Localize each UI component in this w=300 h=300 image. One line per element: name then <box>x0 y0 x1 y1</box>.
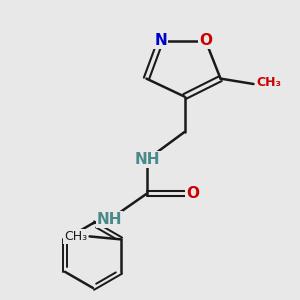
Text: NH: NH <box>97 212 122 227</box>
Text: N: N <box>154 33 167 48</box>
Text: NH: NH <box>134 152 160 167</box>
Text: O: O <box>199 33 212 48</box>
Text: O: O <box>186 186 199 201</box>
Text: CH₃: CH₃ <box>256 76 281 89</box>
Text: CH₃: CH₃ <box>64 230 87 243</box>
